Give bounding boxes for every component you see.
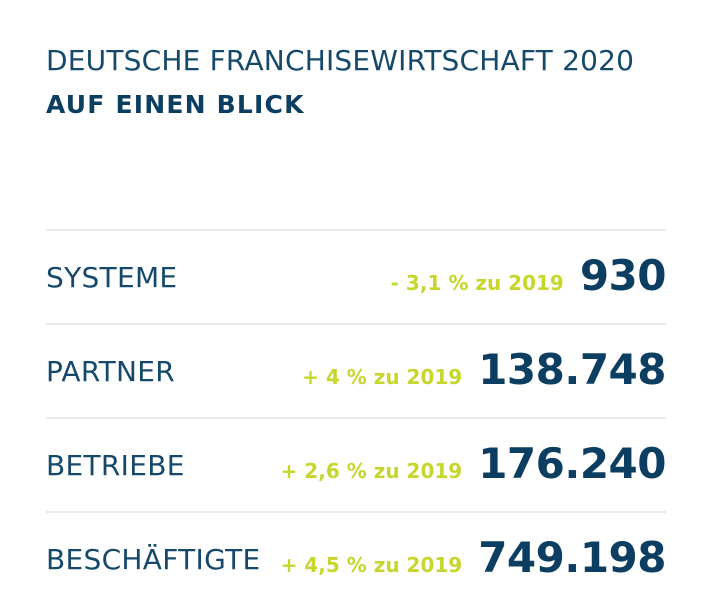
stat-label: SYSTEME — [46, 261, 178, 294]
stat-label: BESCHÄFTIGTE — [46, 543, 261, 576]
stat-row-betriebe: BETRIEBE + 2,6 % zu 2019 176.240 — [46, 417, 666, 511]
stat-change: - 3,1 % zu 2019 — [390, 271, 564, 295]
stat-figures: + 4 % zu 2019 138.748 — [302, 347, 666, 393]
page-title: DEUTSCHE FRANCHISEWIRTSCHAFT 2020 — [46, 44, 635, 77]
stat-value: 138.748 — [478, 345, 666, 394]
stat-label: PARTNER — [46, 355, 175, 388]
stat-value: 930 — [579, 251, 667, 300]
page-subtitle: AUF EINEN BLICK — [46, 90, 305, 119]
stat-change: + 4 % zu 2019 — [302, 365, 463, 389]
stat-value: 749.198 — [478, 533, 666, 582]
stat-figures: + 2,6 % zu 2019 176.240 — [280, 439, 667, 488]
stat-change: + 4,5 % zu 2019 — [280, 553, 463, 577]
stats-list: SYSTEME - 3,1 % zu 2019 930 PARTNER + 4 … — [46, 229, 667, 605]
stat-row-systeme: SYSTEME - 3,1 % zu 2019 930 — [46, 229, 667, 323]
header: DEUTSCHE FRANCHISEWIRTSCHAFT 2020 AUF EI… — [46, 44, 686, 120]
stat-value: 176.240 — [478, 439, 666, 488]
stat-figures: + 4,5 % zu 2019 749.198 — [280, 533, 667, 582]
stat-change: + 2,6 % zu 2019 — [280, 459, 463, 483]
stat-label: BETRIEBE — [46, 449, 185, 482]
stat-row-beschaeftigte: BESCHÄFTIGTE + 4,5 % zu 2019 749.198 — [46, 511, 666, 605]
stat-row-partner: PARTNER + 4 % zu 2019 138.748 — [46, 323, 666, 417]
stat-figures: - 3,1 % zu 2019 930 — [390, 251, 667, 300]
